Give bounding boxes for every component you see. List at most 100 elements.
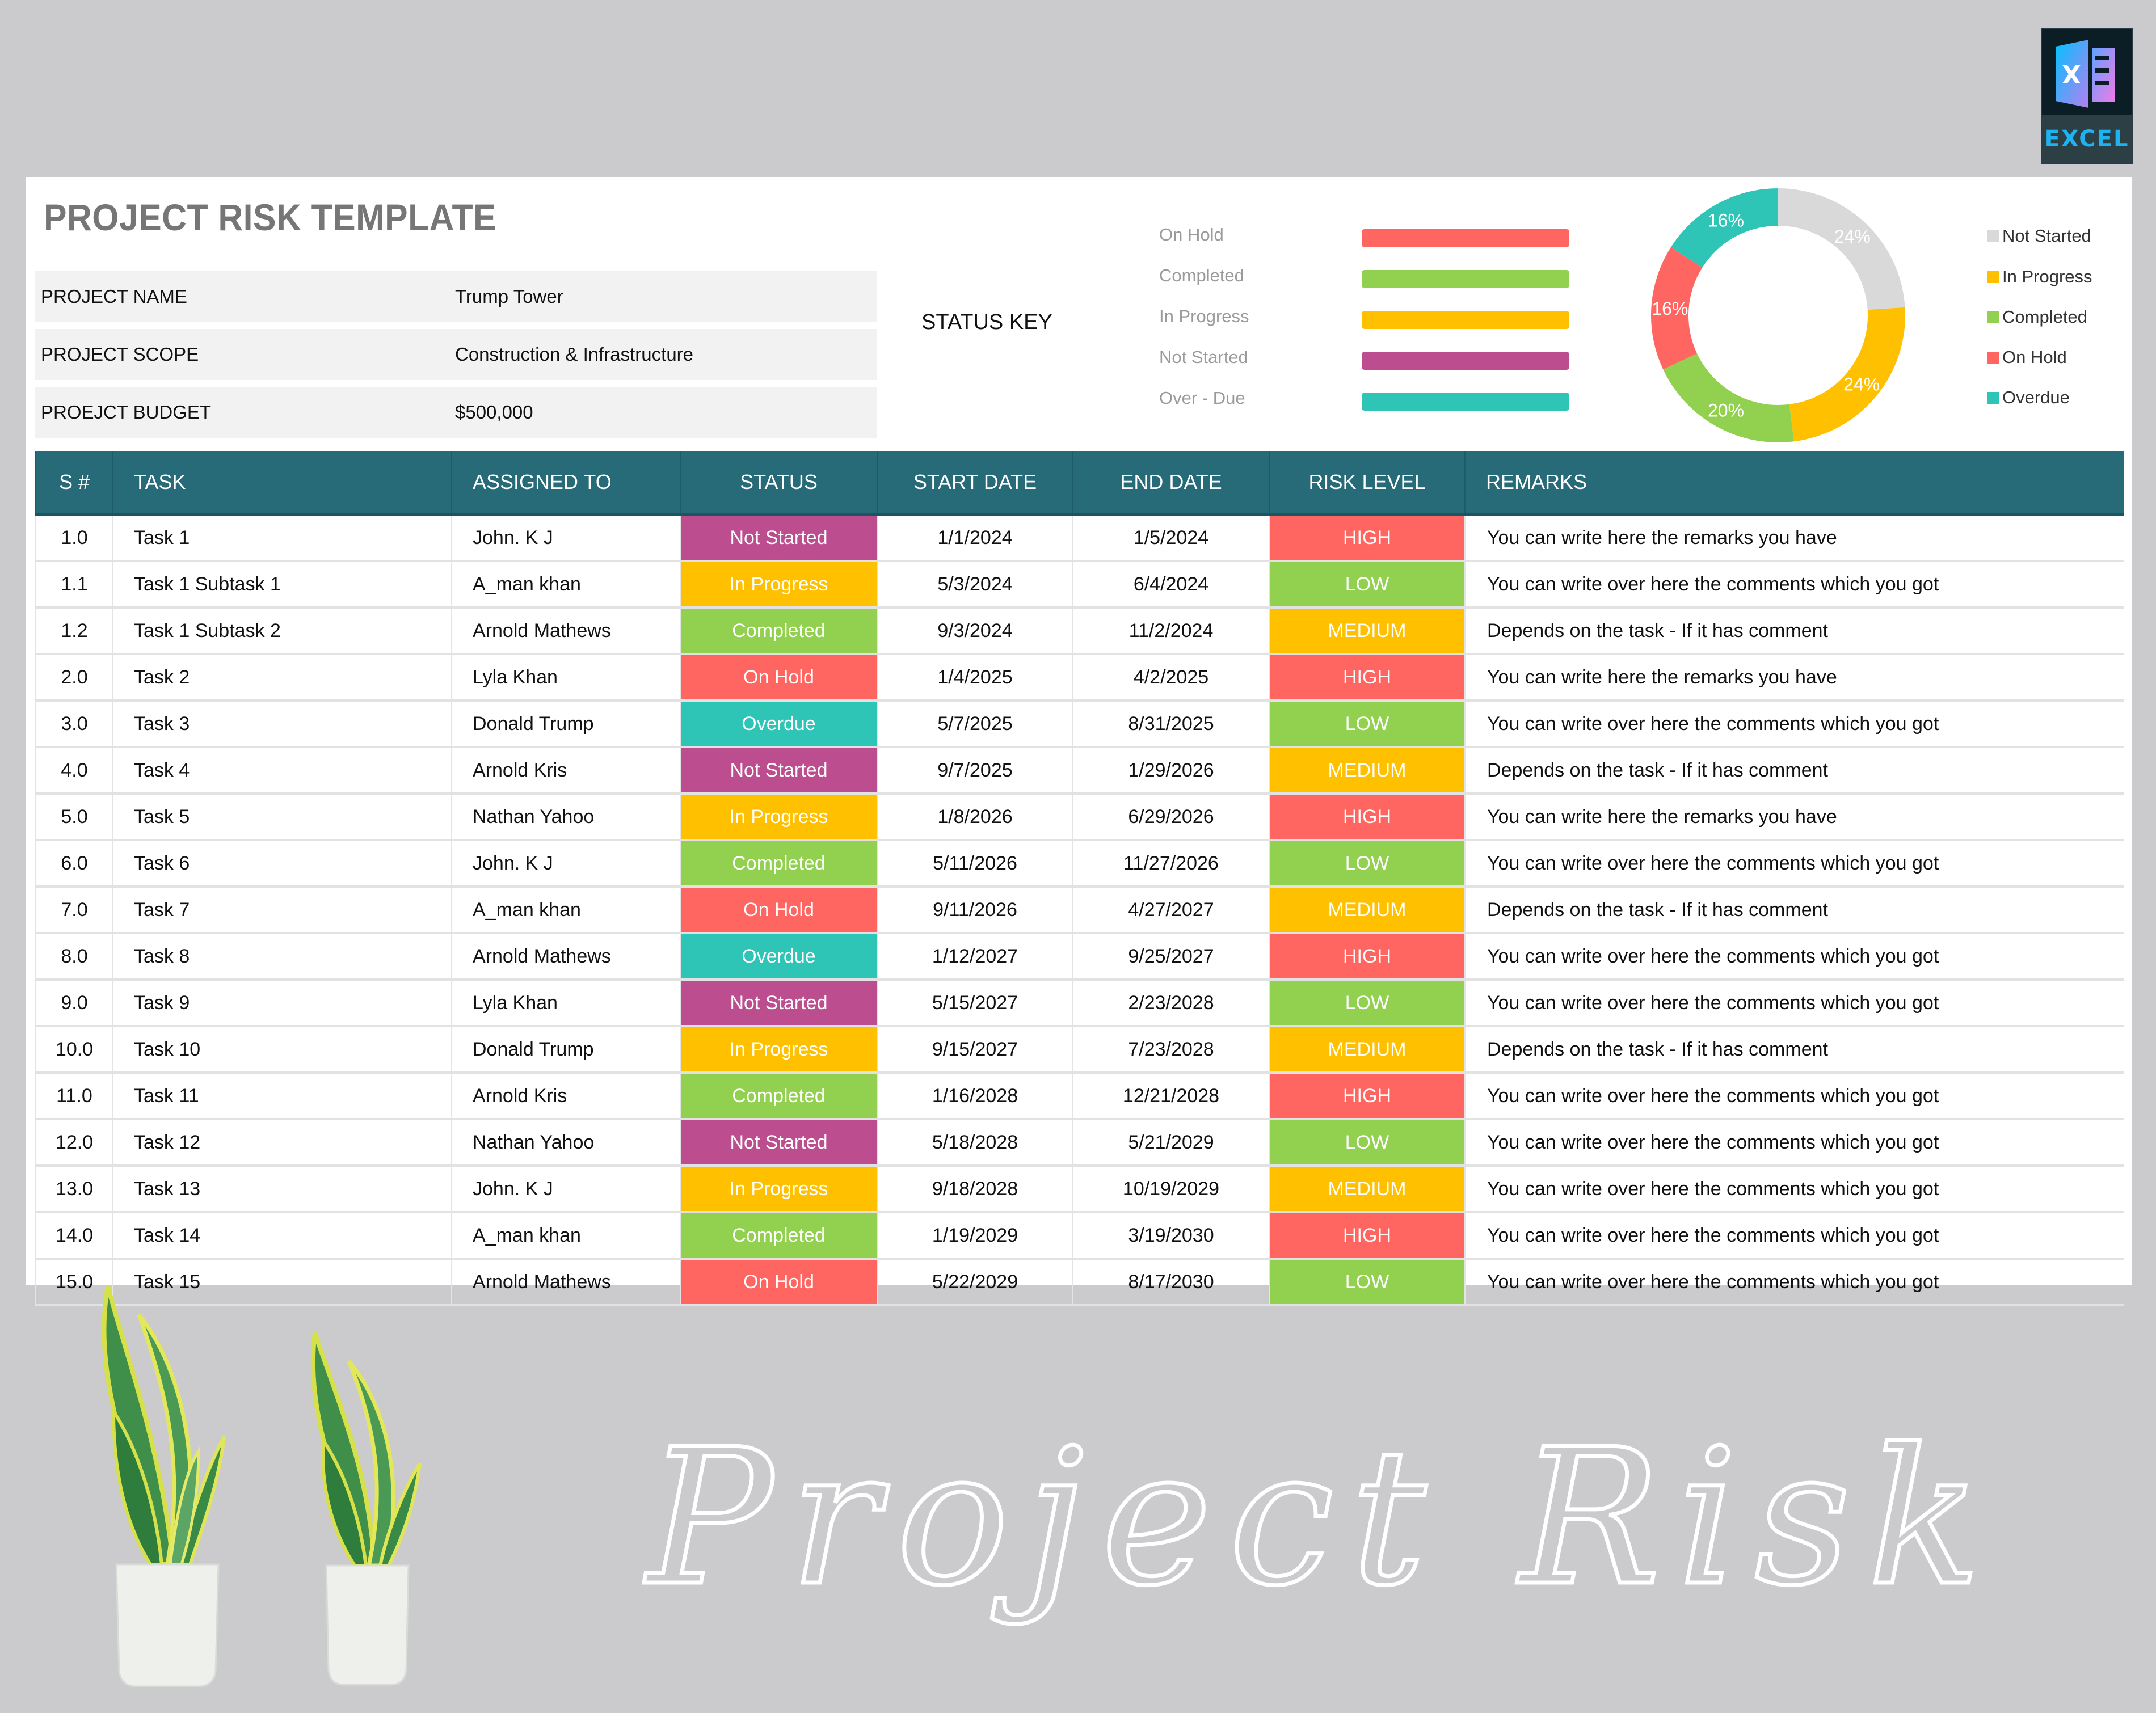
assigned-to-cell[interactable]: Arnold Mathews	[451, 1259, 680, 1306]
remarks-cell[interactable]: You can write over here the comments whi…	[1464, 933, 2124, 981]
risk-level-cell[interactable]: HIGH	[1269, 654, 1465, 702]
task-cell[interactable]: Task 13	[112, 1166, 452, 1213]
end-date-cell[interactable]: 10/19/2029	[1072, 1166, 1269, 1213]
sn-cell[interactable]: 7.0	[35, 887, 113, 934]
column-header-start-date[interactable]: START DATE	[877, 451, 1073, 516]
risk-level-cell[interactable]: MEDIUM	[1269, 1166, 1465, 1213]
risk-level-cell[interactable]: MEDIUM	[1269, 607, 1465, 655]
legend-item[interactable]: Not Started	[1987, 226, 2091, 246]
status-cell[interactable]: Overdue	[680, 701, 877, 748]
status-cell[interactable]: Completed	[680, 1212, 877, 1260]
risk-level-cell[interactable]: LOW	[1269, 1119, 1465, 1167]
table-row[interactable]: 14.0 Task 14 A_man khan Completed 1/19/2029 3…	[35, 1212, 2124, 1260]
task-cell[interactable]: Task 3	[112, 701, 452, 748]
end-date-cell[interactable]: 2/23/2028	[1072, 980, 1269, 1027]
remarks-cell[interactable]: Depends on the task - If it has comment	[1464, 887, 2124, 934]
sn-cell[interactable]: 12.0	[35, 1119, 113, 1167]
assigned-to-cell[interactable]: Arnold Kris	[451, 747, 680, 795]
table-row[interactable]: 10.0 Task 10 Donald Trump In Progress 9/15/2…	[35, 1026, 2124, 1074]
project-scope-value[interactable]: Construction & Infrastructure	[455, 344, 694, 365]
assigned-to-cell[interactable]: Donald Trump	[451, 701, 680, 748]
assigned-to-cell[interactable]: A_man khan	[451, 887, 680, 934]
task-cell[interactable]: Task 4	[112, 747, 452, 795]
assigned-to-cell[interactable]: John. K J	[451, 840, 680, 888]
risk-level-cell[interactable]: MEDIUM	[1269, 887, 1465, 934]
end-date-cell[interactable]: 8/31/2025	[1072, 701, 1269, 748]
remarks-cell[interactable]: Depends on the task - If it has comment	[1464, 747, 2124, 795]
table-row[interactable]: 4.0 Task 4 Arnold Kris Not Started 9/7/2025 1…	[35, 747, 2124, 795]
status-cell[interactable]: On Hold	[680, 1259, 877, 1306]
task-cell[interactable]: Task 9	[112, 980, 452, 1027]
donut-segment-completed[interactable]	[1663, 353, 1795, 442]
start-date-cell[interactable]: 1/1/2024	[877, 514, 1073, 562]
task-cell[interactable]: Task 1 Subtask 1	[112, 561, 452, 609]
risk-level-cell[interactable]: MEDIUM	[1269, 747, 1465, 795]
task-cell[interactable]: Task 10	[112, 1026, 452, 1074]
table-row[interactable]: 7.0 Task 7 A_man khan On Hold 9/11/2026 4/27/…	[35, 887, 2124, 934]
table-row[interactable]: 6.0 Task 6 John. K J Completed 5/11/2026 11/2…	[35, 840, 2124, 888]
legend-item[interactable]: Completed	[1987, 307, 2087, 327]
legend-item[interactable]: Overdue	[1987, 387, 2070, 408]
assigned-to-cell[interactable]: A_man khan	[451, 561, 680, 609]
end-date-cell[interactable]: 7/23/2028	[1072, 1026, 1269, 1074]
task-cell[interactable]: Task 15	[112, 1259, 452, 1306]
remarks-cell[interactable]: You can write over here the comments whi…	[1464, 1212, 2124, 1260]
start-date-cell[interactable]: 5/15/2027	[877, 980, 1073, 1027]
start-date-cell[interactable]: 5/7/2025	[877, 701, 1073, 748]
sn-cell[interactable]: 1.2	[35, 607, 113, 655]
remarks-cell[interactable]: You can write over here the comments whi…	[1464, 840, 2124, 888]
status-cell[interactable]: Not Started	[680, 1119, 877, 1167]
table-row[interactable]: 15.0 Task 15 Arnold Mathews On Hold 5/22/202…	[35, 1259, 2124, 1306]
end-date-cell[interactable]: 6/29/2026	[1072, 794, 1269, 841]
task-cell[interactable]: Task 5	[112, 794, 452, 841]
remarks-cell[interactable]: You can write over here the comments whi…	[1464, 1073, 2124, 1120]
risk-level-cell[interactable]: HIGH	[1269, 514, 1465, 562]
remarks-cell[interactable]: You can write over here the comments whi…	[1464, 1166, 2124, 1213]
remarks-cell[interactable]: You can write over here the comments whi…	[1464, 1119, 2124, 1167]
task-cell[interactable]: Task 1	[112, 514, 452, 562]
project-budget-value[interactable]: $500,000	[455, 402, 533, 423]
assigned-to-cell[interactable]: Lyla Khan	[451, 980, 680, 1027]
sn-cell[interactable]: 5.0	[35, 794, 113, 841]
sn-cell[interactable]: 2.0	[35, 654, 113, 702]
task-cell[interactable]: Task 12	[112, 1119, 452, 1167]
start-date-cell[interactable]: 9/11/2026	[877, 887, 1073, 934]
column-header-remarks[interactable]: REMARKS	[1464, 451, 2124, 516]
start-date-cell[interactable]: 5/22/2029	[877, 1259, 1073, 1306]
sn-cell[interactable]: 14.0	[35, 1212, 113, 1260]
sn-cell[interactable]: 1.0	[35, 514, 113, 562]
start-date-cell[interactable]: 5/3/2024	[877, 561, 1073, 609]
legend-item[interactable]: On Hold	[1987, 347, 2067, 368]
assigned-to-cell[interactable]: Nathan Yahoo	[451, 794, 680, 841]
status-cell[interactable]: In Progress	[680, 794, 877, 841]
table-row[interactable]: 5.0 Task 5 Nathan Yahoo In Progress 1/8/2026…	[35, 794, 2124, 841]
end-date-cell[interactable]: 5/21/2029	[1072, 1119, 1269, 1167]
remarks-cell[interactable]: You can write here the remarks you have	[1464, 654, 2124, 702]
assigned-to-cell[interactable]: Nathan Yahoo	[451, 1119, 680, 1167]
status-cell[interactable]: Not Started	[680, 980, 877, 1027]
risk-level-cell[interactable]: LOW	[1269, 840, 1465, 888]
status-cell[interactable]: Completed	[680, 840, 877, 888]
task-cell[interactable]: Task 14	[112, 1212, 452, 1260]
status-cell[interactable]: Not Started	[680, 514, 877, 562]
start-date-cell[interactable]: 5/11/2026	[877, 840, 1073, 888]
risk-level-cell[interactable]: LOW	[1269, 980, 1465, 1027]
status-cell[interactable]: Overdue	[680, 933, 877, 981]
risk-level-cell[interactable]: HIGH	[1269, 794, 1465, 841]
status-cell[interactable]: In Progress	[680, 1026, 877, 1074]
sn-cell[interactable]: 8.0	[35, 933, 113, 981]
remarks-cell[interactable]: You can write over here the comments whi…	[1464, 701, 2124, 748]
end-date-cell[interactable]: 11/27/2026	[1072, 840, 1269, 888]
remarks-cell[interactable]: You can write here the remarks you have	[1464, 514, 2124, 562]
remarks-cell[interactable]: Depends on the task - If it has comment	[1464, 607, 2124, 655]
start-date-cell[interactable]: 1/12/2027	[877, 933, 1073, 981]
table-row[interactable]: 9.0 Task 9 Lyla Khan Not Started 5/15/2027 2/…	[35, 980, 2124, 1027]
column-header-end-date[interactable]: END DATE	[1072, 451, 1269, 516]
sn-cell[interactable]: 10.0	[35, 1026, 113, 1074]
status-cell[interactable]: Completed	[680, 1073, 877, 1120]
status-cell[interactable]: Completed	[680, 607, 877, 655]
sn-cell[interactable]: 15.0	[35, 1259, 113, 1306]
assigned-to-cell[interactable]: Lyla Khan	[451, 654, 680, 702]
start-date-cell[interactable]: 9/3/2024	[877, 607, 1073, 655]
column-header-task[interactable]: TASK	[112, 451, 452, 516]
